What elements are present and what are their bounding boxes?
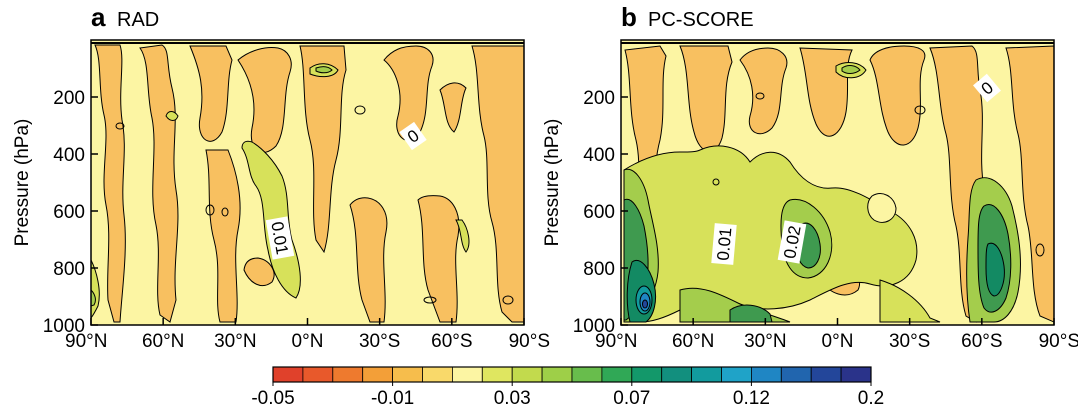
colorbar-swatch	[601, 366, 633, 383]
panel-a-x-tick-label: 30°S	[359, 331, 400, 352]
panel-b-positive-region	[729, 304, 773, 323]
panel-a-negative-region	[243, 257, 275, 286]
panel-a-axes: 90°N 60°N 30°N 0°N 30°S 60°S 90°S 200 400 600 800 1…	[12, 88, 550, 352]
panel-a-negative-region	[439, 82, 467, 133]
panel-b-x-tick-label: 90°S	[1039, 331, 1078, 352]
colorbar-swatch	[392, 366, 423, 383]
panel-a-x-tick-label: 90°N	[65, 331, 107, 352]
panel-b-y-tick-label: 200	[583, 88, 615, 109]
colorbar-swatch	[721, 366, 752, 383]
panel-b-x-tick-label: 30°S	[889, 331, 930, 352]
colorbar-label: 0.2	[858, 388, 884, 409]
colorbar-swatch	[691, 366, 722, 383]
panel-a-x-tick-label: 60°S	[431, 331, 472, 352]
colorbar-swatch	[840, 366, 872, 383]
panel-b-negative-region	[1005, 45, 1054, 323]
panel-a: a RAD	[12, 2, 550, 352]
panel-a-negative-region	[471, 45, 524, 323]
panel-a-y-tick-label: 600	[53, 202, 85, 223]
panel-b-negative-region	[739, 47, 788, 135]
panel-a-positive-region	[315, 66, 333, 74]
panel-a-contour-label-0: 0	[399, 121, 427, 151]
panel-b-letter: b	[621, 2, 637, 32]
colorbar-swatch	[780, 366, 812, 383]
colorbar-swatch	[422, 366, 453, 383]
panel-b-positive-region	[879, 279, 941, 323]
panel-b-contour-label-text-1: 0.01	[714, 227, 736, 262]
colorbar-label: 0.07	[613, 388, 650, 409]
colorbar-label: -0.05	[251, 388, 294, 409]
panel-a-y-tick-label: 1000	[43, 316, 85, 337]
panel-b-x-tick-label: 30°N	[744, 331, 786, 352]
panel-b-x-tick-label: 0°N	[822, 331, 854, 352]
panel-b: b PC-SCORE	[542, 2, 1078, 352]
panel-a-positive-region	[165, 111, 179, 121]
colorbar-swatch	[272, 366, 304, 383]
colorbar-swatch	[302, 366, 334, 383]
colorbar-swatch	[810, 366, 842, 383]
panel-b-positive-region	[841, 65, 861, 74]
colorbar-frame	[272, 366, 872, 383]
colorbar-swatch	[631, 366, 663, 383]
panel-b-contour-islands	[712, 92, 1045, 257]
panel-b-contour-label-1: 0.01	[711, 223, 737, 265]
colorbar-swatch	[571, 366, 603, 383]
panel-a-negative-region	[349, 197, 388, 323]
panel-b-title: PC-SCORE	[648, 9, 754, 31]
panel-a-letter: a	[91, 2, 106, 32]
panel-a-negative-region	[299, 45, 347, 254]
panel-b-negative-region	[869, 45, 926, 146]
colorbar-swatch	[751, 366, 782, 383]
colorbar-label: -0.01	[371, 388, 414, 409]
panel-a-negative-region	[94, 44, 126, 323]
colorbar-swatch	[332, 366, 364, 383]
panel-a-contour-label-1: 0.01	[265, 216, 295, 260]
colorbar-swatch	[541, 366, 573, 383]
panel-b-contour-label-0: 0	[973, 73, 1001, 103]
panel-a-y-tick-label: 200	[53, 88, 85, 109]
panel-a-contour-islands	[115, 105, 514, 305]
panel-a-y-tick-label: 800	[53, 259, 85, 280]
panel-b-y-tick-label: 600	[583, 202, 615, 223]
panel-a-positive-region	[91, 289, 96, 307]
panel-b-y-axis-label: Pressure (hPa)	[542, 119, 563, 247]
panel-a-negative-region	[383, 45, 434, 141]
colorbar-swatch	[451, 366, 483, 383]
colorbar-label: 0.03	[494, 388, 531, 409]
panel-b-x-tick-label: 90°N	[595, 331, 637, 352]
panel-b-plot-area: 0 0.01 0.02	[621, 40, 1054, 325]
panel-b-y-tick-label: 400	[583, 145, 615, 166]
panel-b-x-tick-label: 60°N	[672, 331, 714, 352]
panel-a-x-tick-label: 0°N	[292, 331, 324, 352]
panel-b-island	[867, 193, 897, 223]
panel-a-x-tick-label: 60°N	[142, 331, 184, 352]
panel-a-negative-region	[237, 47, 292, 153]
panel-a-negative-region	[417, 195, 460, 323]
panel-b-y-tick-label: 800	[583, 259, 615, 280]
colorbar-swatch	[481, 366, 513, 383]
panel-a-x-tick-label: 90°S	[509, 331, 550, 352]
colorbar: -0.05 -0.01 0.03 0.07 0.12 0.2	[251, 366, 884, 409]
panel-a-negative-region	[189, 45, 233, 142]
colorbar-swatch	[362, 366, 394, 383]
colorbar-label: 0.12	[733, 388, 770, 409]
panel-a-positive-region	[455, 219, 470, 253]
colorbar-swatch	[661, 366, 693, 383]
panel-a-x-tick-label: 30°N	[214, 331, 256, 352]
panel-b-y-tick-label: 1000	[573, 316, 615, 337]
panel-b-x-tick-label: 60°S	[961, 331, 1002, 352]
panel-b-contour-label-2: 0.02	[777, 220, 807, 264]
panel-a-y-axis-label: Pressure (hPa)	[12, 119, 33, 247]
panel-a-title: RAD	[117, 9, 159, 31]
panel-b-positive-region	[985, 242, 1005, 297]
panel-a-plot-area: 0 0.01	[91, 40, 524, 325]
colorbar-swatch	[511, 366, 543, 383]
panel-a-y-tick-label: 400	[53, 145, 85, 166]
panel-b-axes: 90°N 60°N 30°N 0°N 30°S 60°S 90°S 200 400 600 800 1…	[542, 88, 1078, 352]
panel-b-core-center	[642, 299, 648, 309]
